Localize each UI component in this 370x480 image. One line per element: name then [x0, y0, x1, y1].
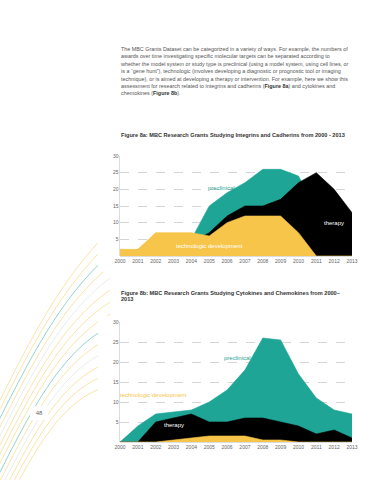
svg-text:2011: 2011	[311, 258, 322, 264]
svg-text:preclinical research: preclinical research	[208, 185, 260, 191]
svg-text:20: 20	[113, 186, 119, 192]
svg-text:2013: 2013	[346, 444, 357, 450]
svg-text:15: 15	[113, 203, 119, 209]
svg-text:10: 10	[113, 399, 119, 405]
svg-text:2007: 2007	[239, 444, 250, 450]
svg-text:2009: 2009	[275, 258, 286, 264]
svg-text:2005: 2005	[204, 258, 215, 264]
svg-text:technologic development: technologic development	[176, 243, 243, 249]
html-text:48: 48	[35, 410, 43, 416]
svg-text:2012: 2012	[329, 444, 340, 450]
svg-text:preclinical research: preclinical research	[224, 355, 276, 361]
svg-text:2001: 2001	[132, 258, 143, 264]
svg-text:10: 10	[113, 219, 119, 225]
svg-text:20: 20	[113, 359, 119, 365]
svg-text:2008: 2008	[257, 258, 268, 264]
svg-text:2002: 2002	[150, 444, 161, 450]
svg-text:5: 5	[116, 419, 119, 425]
svg-text:2002: 2002	[150, 258, 161, 264]
svg-text:2010: 2010	[293, 258, 304, 264]
svg-text:2009: 2009	[275, 444, 286, 450]
svg-text:15: 15	[113, 379, 119, 385]
svg-text:2012: 2012	[329, 258, 340, 264]
svg-text:2010: 2010	[293, 444, 304, 450]
svg-text:2001: 2001	[132, 444, 143, 450]
svg-text:25: 25	[113, 339, 119, 345]
svg-text:2007: 2007	[239, 258, 250, 264]
svg-text:5: 5	[116, 236, 119, 242]
html-text:Figure 8a: MBC Research Grants: Figure 8a: MBC Research Grants Studying …	[121, 132, 345, 138]
svg-text:2004: 2004	[186, 444, 197, 450]
svg-text:2003: 2003	[168, 258, 179, 264]
svg-text:2000: 2000	[114, 258, 125, 264]
svg-text:therapy: therapy	[164, 422, 184, 428]
svg-text:2004: 2004	[186, 258, 197, 264]
svg-text:technologic development: technologic development	[120, 392, 187, 398]
svg-text:therapy: therapy	[324, 220, 344, 226]
svg-text:2006: 2006	[222, 258, 233, 264]
svg-text:2011: 2011	[311, 444, 322, 450]
svg-text:2008: 2008	[257, 444, 268, 450]
svg-text:30: 30	[113, 153, 119, 159]
svg-text:30: 30	[113, 319, 119, 325]
svg-text:2005: 2005	[204, 444, 215, 450]
svg-text:2003: 2003	[168, 444, 179, 450]
svg-text:2000: 2000	[114, 444, 125, 450]
svg-text:2006: 2006	[222, 444, 233, 450]
html-text:The MBC Grants Dataset can be: The MBC Grants Dataset can be categorize…	[121, 46, 349, 97]
svg-text:2013: 2013	[346, 258, 357, 264]
svg-text:25: 25	[113, 169, 119, 175]
html-text:Figure 8b: MBC Research Grants: Figure 8b: MBC Research Grants Studying …	[121, 290, 340, 302]
